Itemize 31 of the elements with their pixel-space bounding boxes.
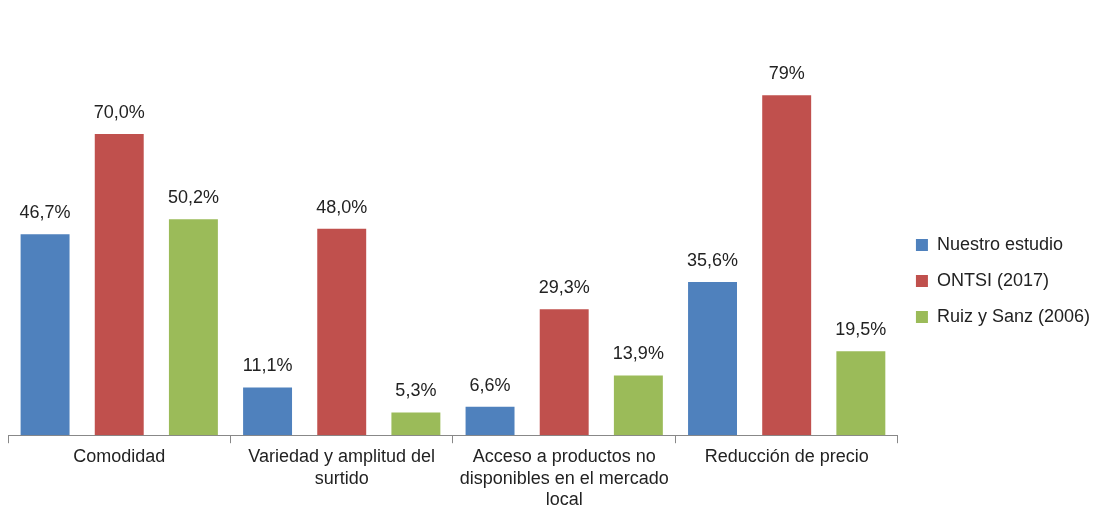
x-tick-label: Acceso a productos no disponibles en el mercado local <box>459 445 669 510</box>
data-label: 6,6% <box>469 374 511 395</box>
bar <box>539 309 589 436</box>
bar <box>317 228 367 436</box>
bar <box>94 134 144 436</box>
data-label: 35,6% <box>687 250 739 271</box>
data-label: 46,7% <box>19 202 71 223</box>
data-label: 13,9% <box>612 343 664 364</box>
data-label: 5,3% <box>395 380 437 401</box>
data-label: 70,0% <box>93 102 145 123</box>
legend-label: ONTSI (2017) <box>936 269 1049 290</box>
data-label: 19,5% <box>835 319 887 340</box>
x-tick-label: Variedad y amplitud del surtido <box>248 445 436 488</box>
data-label: 29,3% <box>538 277 590 298</box>
bar <box>391 412 441 436</box>
legend-label: Ruiz y Sanz (2006) <box>936 305 1091 326</box>
x-tick-label: Reducción de precio <box>704 445 869 466</box>
bar <box>762 95 812 436</box>
data-label: 79% <box>768 63 805 84</box>
bar <box>168 219 218 436</box>
legend-label: Nuestro estudio <box>936 233 1064 254</box>
data-label: 48,0% <box>316 196 368 217</box>
bar <box>465 406 515 436</box>
x-tick-label: Comodidad <box>73 445 166 466</box>
bar <box>20 234 70 436</box>
bar <box>836 351 886 436</box>
bar <box>613 375 663 436</box>
bar <box>688 282 737 436</box>
bar <box>243 387 293 436</box>
data-label: 11,1% <box>242 355 293 376</box>
data-label: 50,2% <box>167 187 219 208</box>
